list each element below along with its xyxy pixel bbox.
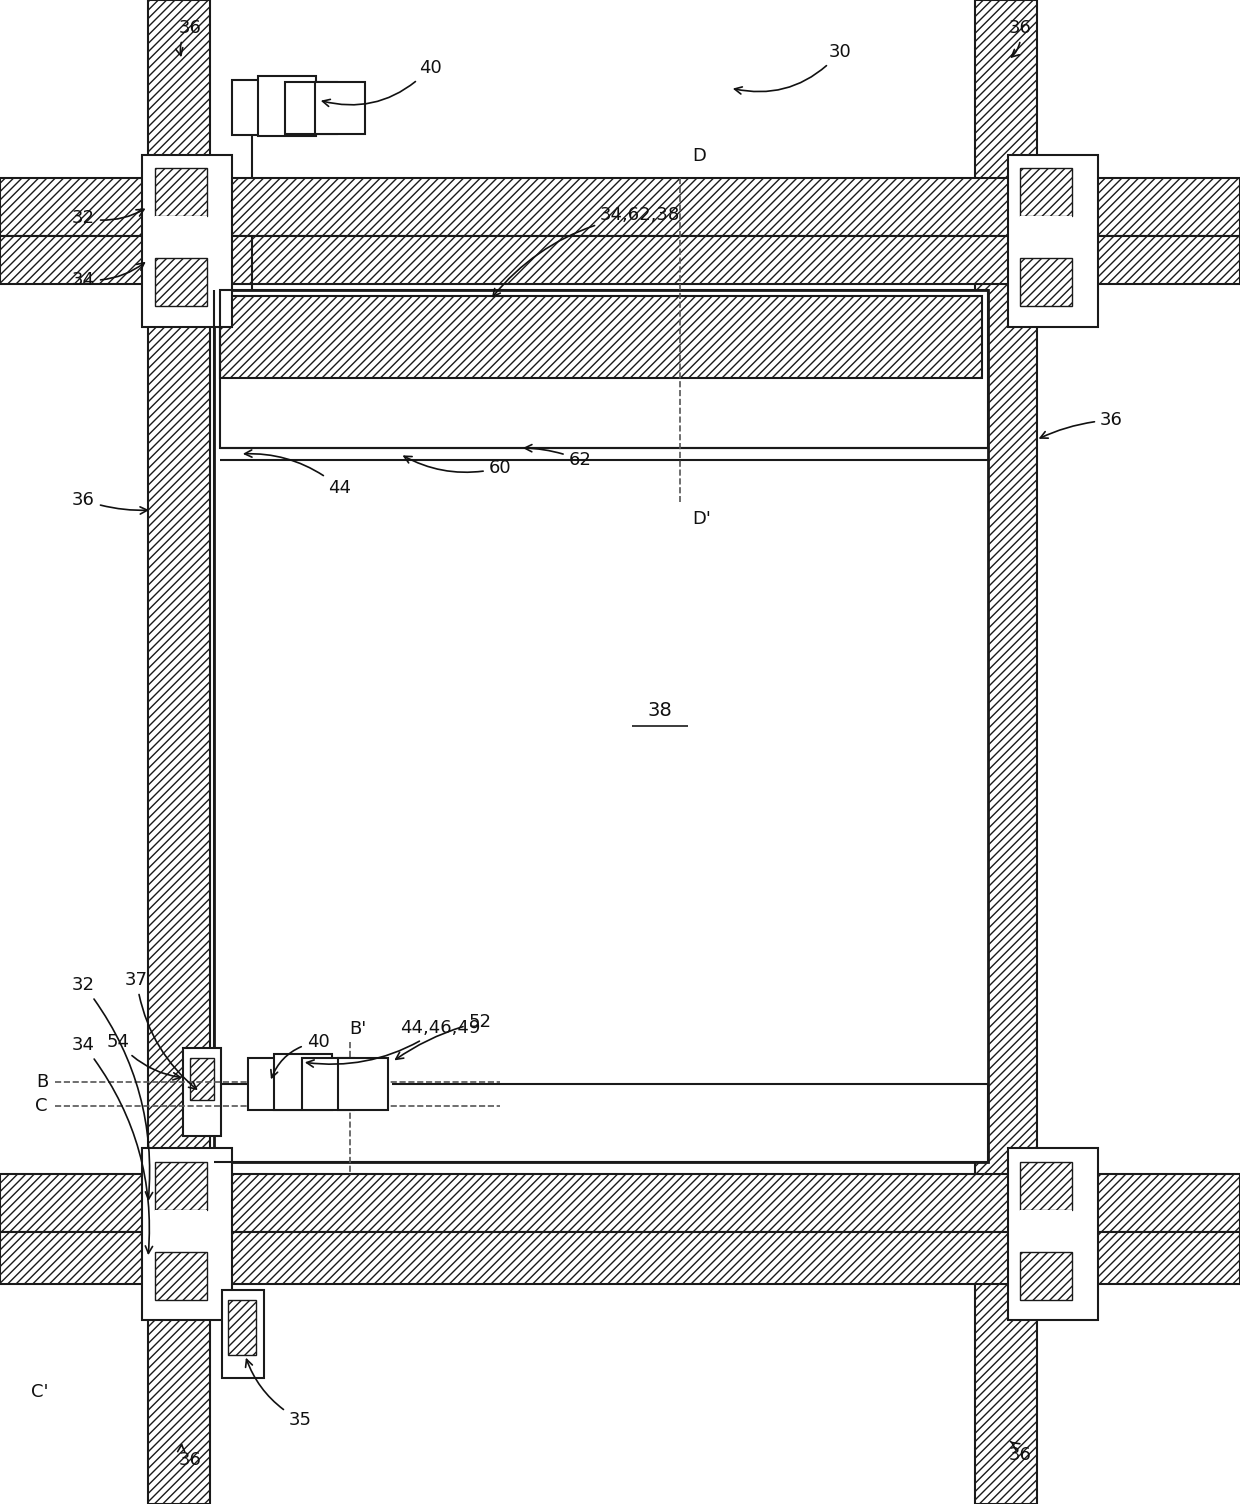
Text: 62: 62 (525, 445, 591, 469)
Bar (285, 83, 337, 134)
Bar (155, 1251, 207, 1299)
Bar (222, 1290, 264, 1378)
Bar (1008, 155, 1097, 326)
Bar (303, 1057, 353, 1110)
Text: 40: 40 (322, 59, 441, 107)
Bar (215, 290, 988, 1163)
Bar (1008, 1148, 1097, 1321)
Bar (0, 1175, 1240, 1232)
Bar (232, 80, 284, 135)
Text: 30: 30 (734, 44, 852, 93)
Text: 44,46,49: 44,46,49 (306, 1020, 480, 1068)
Bar (228, 1299, 255, 1355)
Text: 36: 36 (177, 1444, 201, 1469)
Text: 60: 60 (404, 456, 511, 477)
Bar (975, 0, 1037, 1504)
Bar (143, 1148, 232, 1321)
Bar (339, 1057, 388, 1110)
Text: 34: 34 (72, 263, 144, 289)
Text: 36: 36 (1040, 411, 1123, 438)
Bar (1021, 259, 1073, 305)
Bar (155, 1163, 207, 1211)
Text: 37: 37 (125, 972, 196, 1089)
Text: D: D (692, 147, 706, 165)
Bar (155, 217, 207, 259)
Bar (1021, 1211, 1073, 1251)
Text: 54: 54 (107, 1033, 180, 1080)
Bar (190, 1057, 215, 1099)
Bar (143, 155, 232, 326)
Text: 34: 34 (72, 1036, 153, 1253)
Text: 35: 35 (246, 1360, 311, 1429)
Bar (274, 1054, 332, 1110)
Text: 36: 36 (1008, 20, 1032, 57)
Text: 34,62,38: 34,62,38 (494, 206, 681, 296)
Bar (148, 0, 210, 1504)
Bar (155, 259, 207, 305)
Bar (0, 236, 1240, 284)
Text: 36: 36 (1008, 1441, 1032, 1463)
Text: D': D' (692, 510, 711, 528)
Bar (155, 168, 207, 217)
Bar (219, 290, 988, 448)
Text: C': C' (31, 1384, 48, 1402)
Text: C: C (36, 1096, 48, 1114)
Bar (315, 83, 365, 134)
Text: 44: 44 (244, 450, 351, 496)
Bar (155, 1211, 207, 1251)
Text: 40: 40 (270, 1033, 330, 1078)
Bar (0, 177, 1240, 236)
Bar (1021, 1163, 1073, 1211)
Text: 36: 36 (72, 490, 148, 514)
Text: 38: 38 (647, 701, 672, 719)
Bar (219, 296, 982, 378)
Bar (0, 1232, 1240, 1284)
Text: 36: 36 (176, 20, 201, 56)
Text: 52: 52 (396, 1014, 491, 1059)
Bar (258, 77, 316, 135)
Text: 32: 32 (72, 976, 153, 1199)
Bar (1021, 217, 1073, 259)
Bar (1021, 1251, 1073, 1299)
Text: 32: 32 (72, 209, 144, 227)
Text: B': B' (350, 1020, 367, 1038)
Bar (184, 1048, 221, 1136)
Bar (1021, 168, 1073, 217)
Bar (248, 1057, 300, 1110)
Text: B: B (36, 1072, 48, 1090)
